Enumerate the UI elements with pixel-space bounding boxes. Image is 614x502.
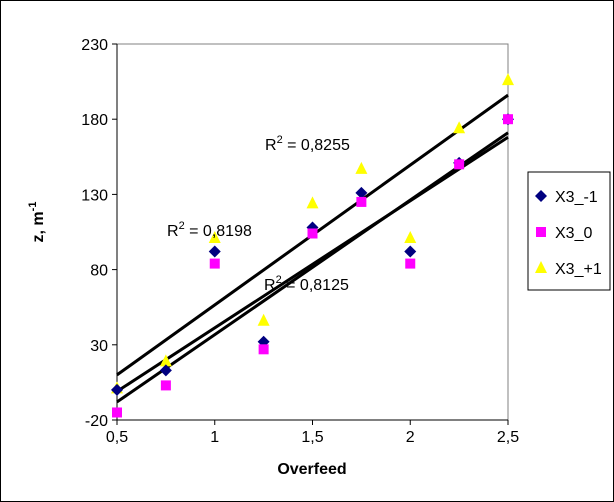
y-tick-label: -20	[85, 413, 108, 430]
data-point	[112, 407, 122, 418]
trendline	[116, 135, 509, 393]
legend-marker-square	[536, 227, 546, 237]
legend-marker-triangle	[535, 261, 547, 273]
data-point	[502, 73, 514, 86]
legend-marker	[535, 261, 547, 273]
data-point	[307, 228, 318, 239]
legend-item-x3-minus1: X3_-1	[535, 189, 598, 206]
r-squared-label-upper: R2 = 0,8255	[265, 134, 350, 154]
trendline	[116, 131, 509, 404]
y-axis-title: z, m-1	[27, 202, 47, 243]
y-tick-label: 130	[81, 187, 108, 204]
y-tick-label: 230	[81, 37, 108, 54]
x-tick-label: 1,5	[301, 429, 323, 446]
data-point	[159, 354, 172, 367]
x-axis-title: Overfeed	[277, 461, 346, 478]
data-point	[355, 161, 368, 174]
data-point	[355, 186, 368, 199]
data-point	[356, 196, 367, 207]
data-point	[208, 245, 221, 258]
legend-label: X3_-1	[555, 189, 598, 206]
data-point	[159, 364, 172, 377]
legend: X3_-1 X3_0 X3_+1	[527, 171, 611, 291]
x-tick-label: 2	[406, 429, 415, 446]
legend-label: X3_0	[555, 225, 592, 242]
data-point	[404, 231, 417, 244]
data-point	[209, 258, 220, 269]
data-points	[111, 73, 514, 418]
y-tick-label: 180	[81, 112, 108, 129]
data-point	[208, 231, 221, 244]
data-point	[257, 313, 270, 326]
y-axis-ticks: -20 30 80 130 180 230	[81, 37, 117, 430]
x-tick-label: 2,5	[497, 429, 519, 446]
data-point	[111, 383, 123, 396]
y-tick-label: 30	[90, 338, 108, 355]
data-point	[454, 159, 465, 170]
y-tick-label: 80	[90, 263, 108, 280]
data-point	[306, 196, 319, 209]
r-squared-label-lower: R2 = 0,8125	[264, 274, 349, 294]
data-point	[503, 114, 513, 125]
x-tick-label: 1	[210, 429, 219, 446]
legend-label: X3_+1	[555, 261, 602, 278]
legend-item-x3-plus1: X3_+1	[535, 261, 602, 278]
legend-marker-diamond	[535, 190, 547, 202]
legend-item-x3-0: X3_0	[536, 225, 592, 242]
x-axis-ticks: 0,5 1 1,5 2 2,5	[106, 420, 519, 446]
legend-marker	[535, 190, 547, 202]
data-point	[258, 344, 269, 355]
x-tick-label: 0,5	[106, 429, 128, 446]
r-squared-label-middle: R2 = 0,8198	[167, 220, 252, 240]
legend-marker	[536, 227, 546, 237]
data-point	[453, 121, 466, 134]
data-point	[405, 258, 416, 269]
data-point	[404, 245, 417, 258]
data-point	[160, 380, 171, 391]
